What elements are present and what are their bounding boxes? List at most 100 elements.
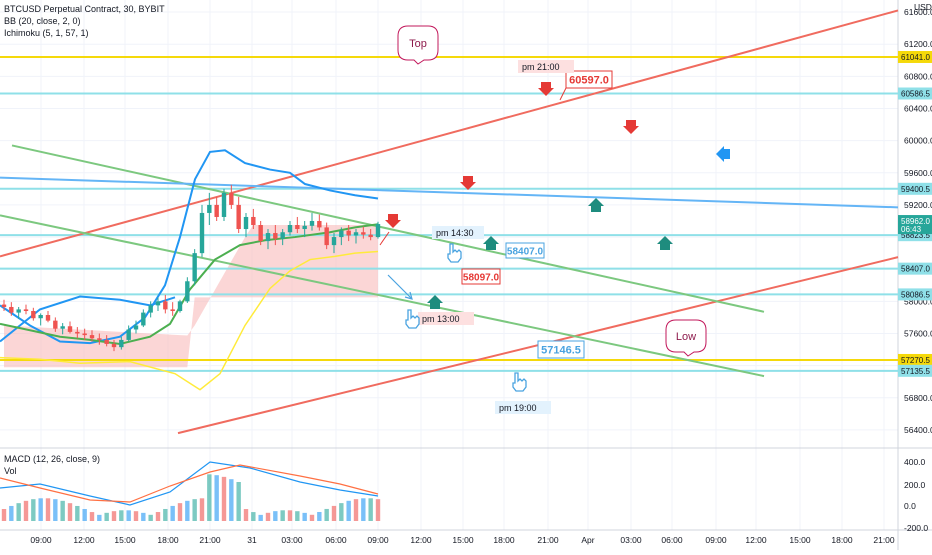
candle-body bbox=[177, 301, 183, 311]
price-tag-text: 61041.0 bbox=[901, 53, 930, 62]
candle-body bbox=[236, 204, 241, 230]
macd-indicator-label[interactable]: MACD (12, 26, close, 9) bbox=[4, 454, 101, 464]
label-target-mid-red-box bbox=[461, 268, 501, 285]
candle-body bbox=[119, 339, 124, 348]
chart-legend: BTCUSD Perpetual Contract, 30, BYBIT BB … bbox=[4, 3, 165, 39]
candlesticks[interactable] bbox=[1, 184, 381, 352]
volume-bar bbox=[236, 481, 241, 521]
time-tick-label: 15:00 bbox=[452, 535, 474, 545]
lagging-span-line bbox=[0, 250, 379, 391]
pointing-hand-icon bbox=[447, 243, 462, 263]
label-target-mid-blue-text: 58407.0 bbox=[507, 247, 544, 258]
label-target-mid-blue-box bbox=[505, 242, 545, 259]
candle-body bbox=[82, 333, 87, 336]
label-target-high-text: 60597.0 bbox=[569, 75, 609, 87]
volume-bar bbox=[23, 500, 29, 521]
volume-bar bbox=[126, 510, 131, 521]
time-tick-label: 06:00 bbox=[325, 535, 347, 545]
time-tick-label: 06:00 bbox=[661, 535, 683, 545]
candle-body bbox=[324, 227, 329, 246]
ichimoku-indicator-label[interactable]: Ichimoku (5, 1, 57, 1) bbox=[4, 28, 89, 38]
volume-bar bbox=[82, 509, 87, 521]
sell-arrow-icon bbox=[460, 176, 476, 190]
time-tick-label: 09:00 bbox=[705, 535, 727, 545]
volume-bar bbox=[346, 500, 351, 521]
price-tag-box bbox=[898, 288, 932, 301]
volume-bar bbox=[119, 510, 124, 521]
volume-bar bbox=[89, 512, 95, 521]
volume-bar bbox=[75, 505, 80, 521]
time-axis[interactable]: 09:00 12:00 15:00 18:00 21:00 31 03:00 06:00 09:… bbox=[30, 535, 895, 545]
price-tick-label: 60800.0 bbox=[904, 71, 932, 81]
callout-top-text: Top bbox=[409, 38, 427, 50]
cloud-area bbox=[4, 225, 378, 368]
buy-arrow-icon bbox=[427, 295, 443, 309]
volume-bar bbox=[251, 512, 256, 521]
candle-body bbox=[60, 326, 65, 329]
price-tag-box bbox=[898, 353, 932, 366]
label-target-low-box bbox=[537, 340, 585, 359]
candle-body bbox=[141, 312, 146, 326]
candle-body bbox=[346, 230, 351, 236]
symbol-line[interactable]: BTCUSD Perpetual Contract, 30, BYBIT bbox=[4, 4, 165, 14]
upper-channel-line bbox=[0, 9, 899, 258]
volume-bar bbox=[331, 505, 337, 521]
candle-body bbox=[295, 225, 300, 230]
candle-body bbox=[251, 216, 256, 226]
price-tag-text: 58086.5 bbox=[901, 290, 930, 299]
volume-bar bbox=[221, 476, 227, 521]
buy-arrow-icon bbox=[588, 198, 604, 212]
candle-body bbox=[163, 301, 168, 310]
volume-bar bbox=[229, 479, 234, 521]
label-target-high-box bbox=[565, 70, 613, 89]
time-label-1430-bg bbox=[432, 226, 484, 239]
candle-body bbox=[265, 233, 271, 242]
candle-body bbox=[339, 230, 344, 238]
candle-body bbox=[31, 310, 36, 319]
price-axis[interactable]: 56400.056800.057200.057600.058000.058400… bbox=[898, 2, 932, 533]
sell-arrow-icon bbox=[623, 120, 639, 134]
time-label-1430-text: pm 14:30 bbox=[436, 228, 474, 238]
macd-tick-label: 400.0 bbox=[904, 457, 926, 467]
pointer-line bbox=[559, 87, 567, 101]
candle-body bbox=[302, 225, 307, 230]
blue-resistance-line bbox=[0, 176, 899, 209]
volume-bar bbox=[45, 498, 51, 521]
time-tick-label: 21:00 bbox=[537, 535, 559, 545]
upper-green-trendline bbox=[11, 144, 765, 313]
buy-arrow-icon bbox=[657, 236, 673, 250]
candle-body bbox=[317, 220, 322, 228]
sell-arrow-icon bbox=[385, 214, 401, 228]
candle-body bbox=[38, 315, 43, 319]
annotations[interactable]: Top Low 60597.0 58407.0 58097.0 57146.5 pm 21:… bbox=[379, 25, 730, 414]
volume-bar bbox=[265, 512, 271, 521]
volume-bar bbox=[368, 498, 373, 521]
candle-body bbox=[221, 192, 227, 217]
price-tick-label: 60400.0 bbox=[904, 103, 932, 113]
price-tick-label: 58000.0 bbox=[904, 296, 932, 306]
bb-indicator-label[interactable]: BB (20, close, 2, 0) bbox=[4, 16, 81, 26]
volume-bar bbox=[309, 514, 315, 521]
candle-body bbox=[126, 329, 131, 340]
ichimoku-cloud bbox=[4, 225, 378, 368]
volume-bar bbox=[361, 498, 366, 521]
time-label-2100-text: pm 21:00 bbox=[522, 62, 560, 72]
candle-body bbox=[67, 326, 73, 332]
vol-indicator-label[interactable]: Vol bbox=[4, 466, 17, 476]
volume-bar bbox=[375, 499, 381, 521]
volume-bar bbox=[53, 499, 58, 521]
lower-green-trendline bbox=[0, 214, 765, 378]
candle-body bbox=[353, 232, 359, 236]
volume-bar bbox=[170, 505, 175, 521]
volume-bar bbox=[38, 498, 43, 521]
volume-bar bbox=[1, 509, 7, 521]
candle-body bbox=[45, 315, 51, 321]
macd-tick-label: 0.0 bbox=[904, 501, 916, 511]
candle-body bbox=[331, 237, 337, 246]
volume-bar bbox=[155, 512, 161, 521]
last-price-box bbox=[898, 215, 932, 235]
indicator-lines bbox=[0, 149, 379, 391]
candle-body bbox=[273, 233, 278, 239]
time-tick-label: 15:00 bbox=[114, 535, 136, 545]
